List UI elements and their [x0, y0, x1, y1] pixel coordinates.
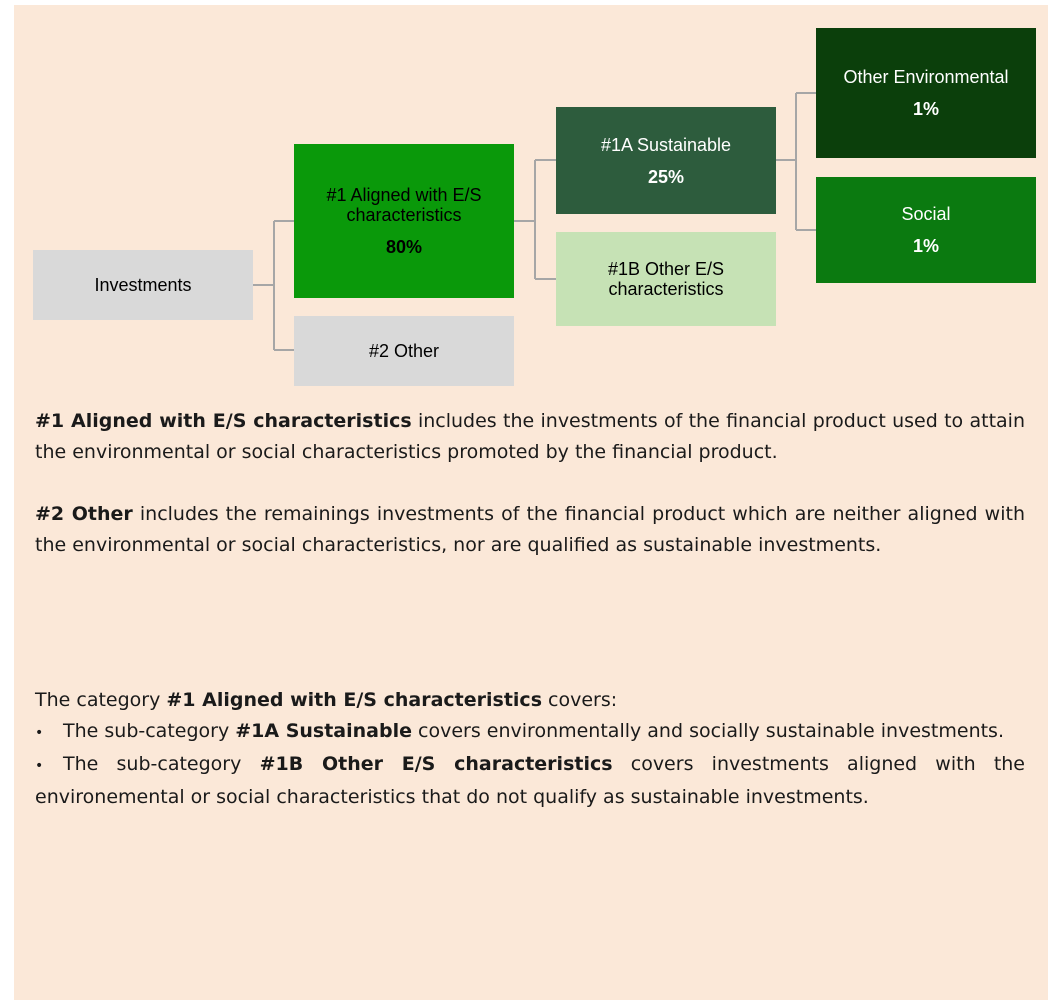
paragraph-text: includes the remainings investments of t… [35, 503, 1025, 556]
node-value: 1% [912, 99, 939, 119]
bold-term: #1A Sustainable [235, 720, 412, 742]
connector [253, 220, 294, 351]
paragraph: #2 Other includes the remainings investm… [35, 499, 1025, 561]
panel [14, 5, 1048, 1000]
bold-term: #1 Aligned with E/S characteristics [166, 689, 543, 711]
text: The sub-category [63, 720, 236, 742]
node: #1A Sustainable 25% [556, 107, 776, 214]
node-label: #1B Other E/S characteristics [607, 259, 725, 299]
bold-term: #2 Other [35, 503, 133, 525]
node-label: Investments [94, 275, 192, 295]
connector [514, 159, 556, 280]
node-label: #1A Sustainable [600, 134, 732, 155]
node-value: 25% [647, 166, 685, 187]
connector [776, 92, 816, 231]
node: #1B Other E/S characteristics [556, 232, 776, 326]
node: Social 1% [816, 177, 1036, 283]
paragraph-text: includes the investments of the financia… [35, 410, 1025, 463]
node-value: 1% [912, 236, 939, 256]
node: #1 Aligned with E/S characteristics 80% [294, 144, 514, 298]
description: #1 Aligned with E/S characteristics incl… [35, 406, 1025, 813]
bullet: The sub-category #1A Sustainable covers … [35, 716, 1025, 749]
paragraph: #1 Aligned with E/S characteristics incl… [35, 406, 1025, 468]
node: Other Environmental 1% [816, 28, 1036, 158]
node-value: 80% [385, 237, 423, 257]
bold-term: #1B Other E/S characteristics [259, 753, 613, 775]
text: The category [35, 689, 167, 711]
text: covers environmentally and socially sust… [412, 720, 1004, 742]
connectors [253, 92, 816, 351]
text: covers: [542, 689, 618, 711]
node-label: #2 Other [368, 341, 440, 361]
intro: The category #1 Aligned with E/S charact… [35, 685, 1025, 716]
text: The sub-category [63, 753, 260, 775]
node-label: #1 Aligned with E/S characteristics [326, 185, 482, 225]
bullet: The sub-category #1B Other E/S character… [35, 749, 1025, 813]
node-label: Other Environmental [843, 67, 1009, 87]
node: #2 Other [294, 316, 514, 386]
text: covers investments aligned with the envi… [35, 753, 1025, 808]
node-label: Social [901, 204, 951, 224]
node: Investments [33, 250, 253, 320]
bold-term: #1 Aligned with E/S characteristics [35, 410, 412, 432]
